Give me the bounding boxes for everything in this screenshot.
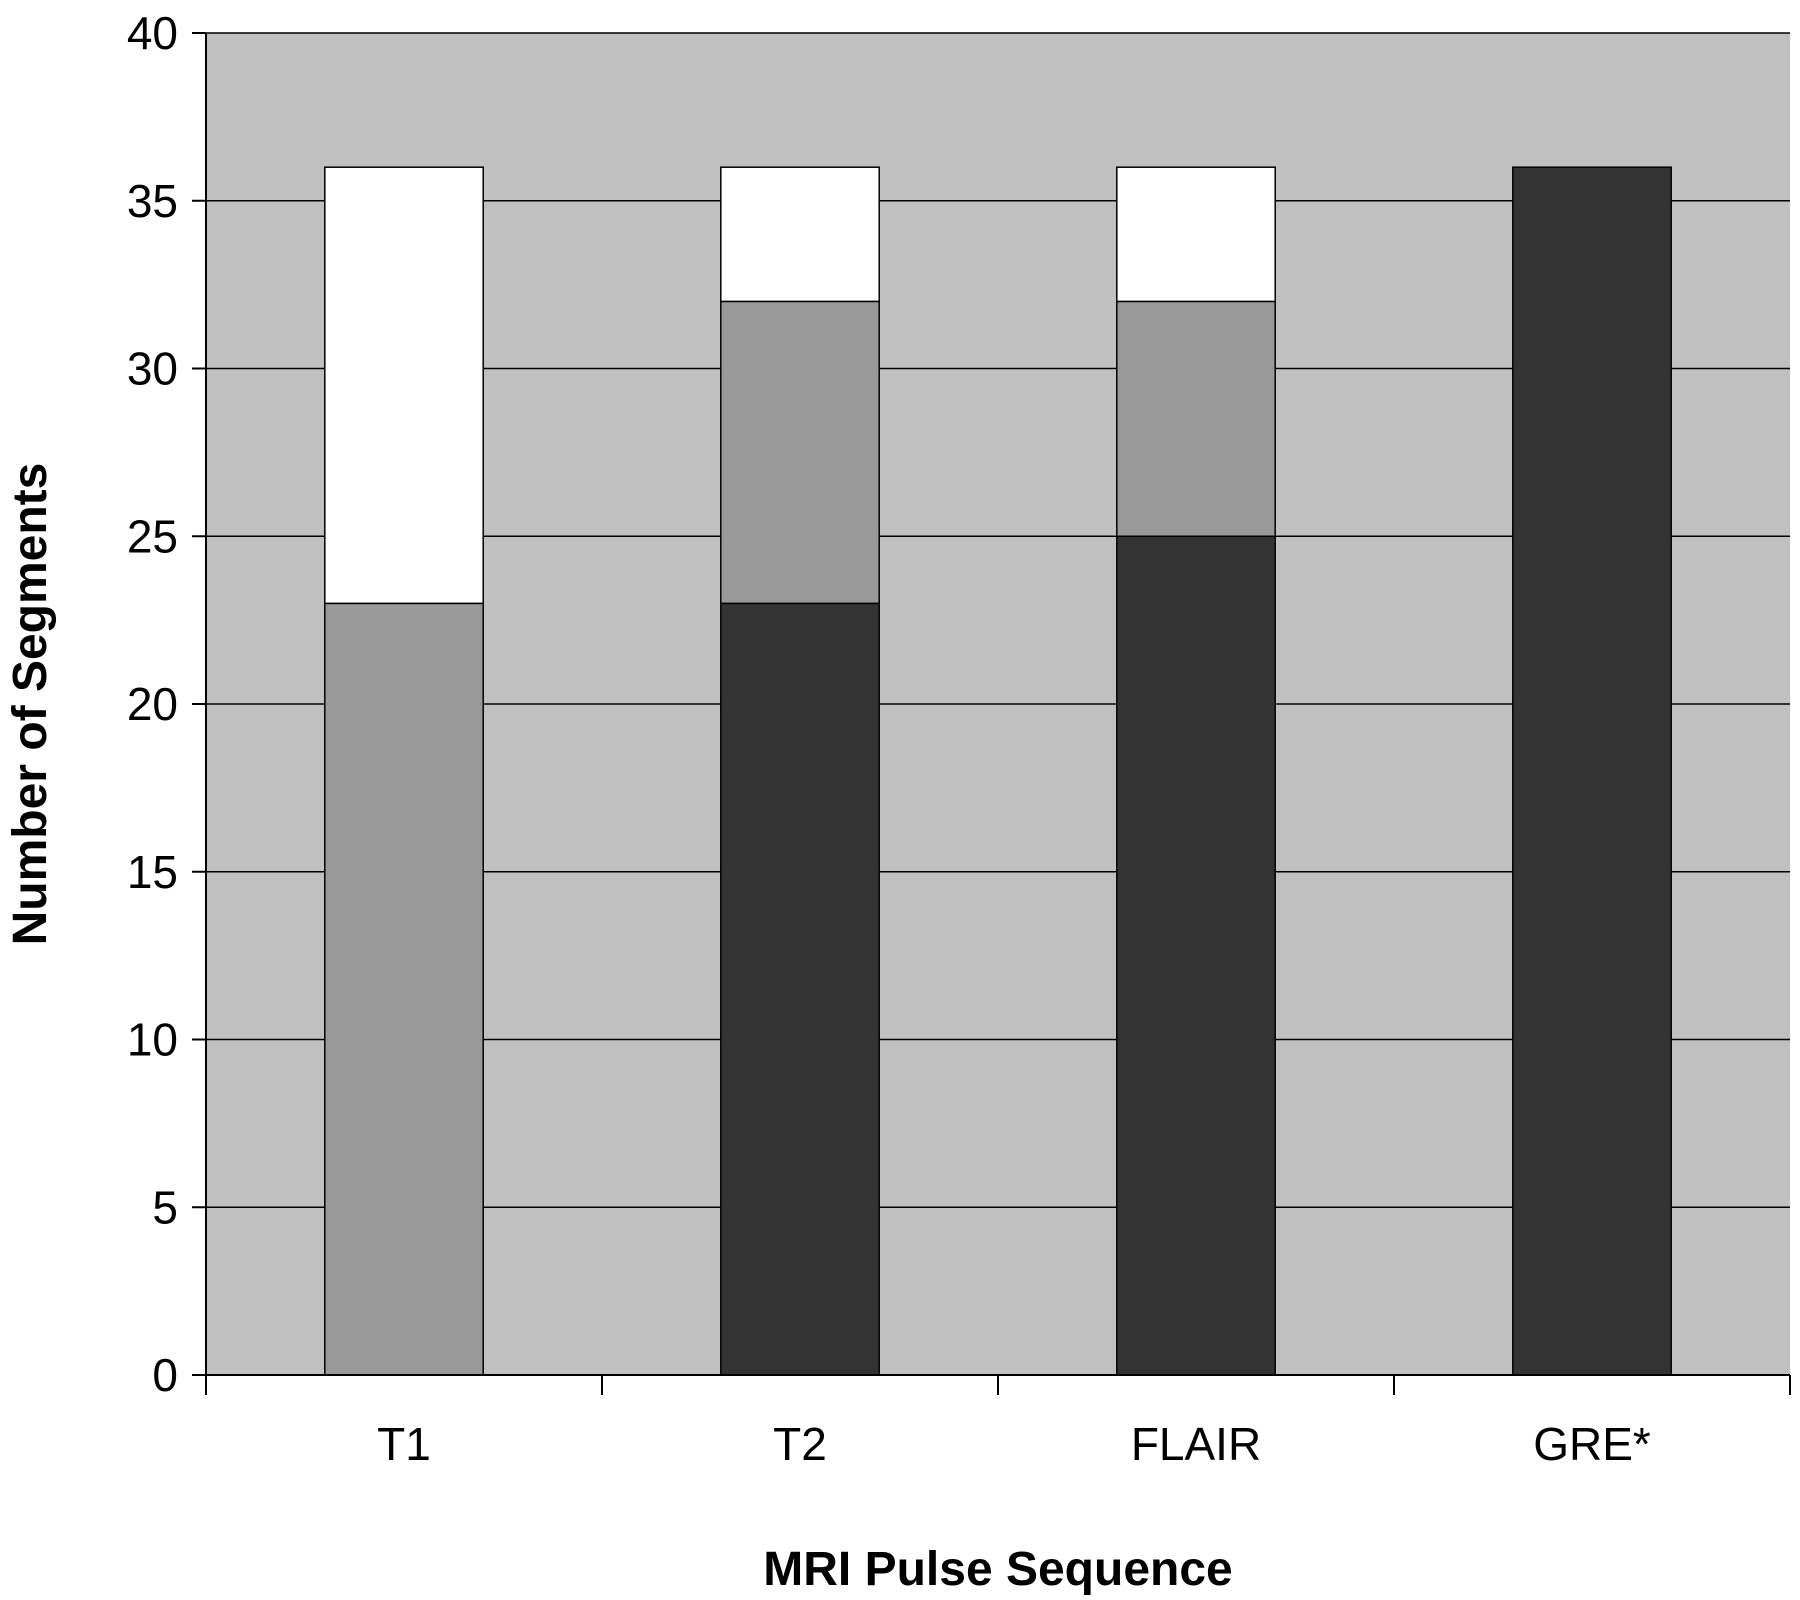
x-tick-label-GRE*: GRE*	[1533, 1418, 1651, 1470]
y-tick-label-15: 15	[127, 846, 178, 898]
bar-FLAIR-segment-1	[1116, 300, 1276, 537]
y-tick-label-35: 35	[127, 175, 178, 227]
bar-T1-segment-2	[324, 166, 484, 605]
y-axis-title: Number of Segments	[4, 463, 57, 946]
bar-GRE*-segment-0	[1512, 166, 1672, 1376]
bars	[324, 166, 1672, 1376]
y-tick-label-20: 20	[127, 678, 178, 730]
x-tick-label-T1: T1	[377, 1418, 431, 1470]
x-tick-label-T2: T2	[773, 1418, 827, 1470]
x-tick-label-FLAIR: FLAIR	[1131, 1418, 1261, 1470]
bar-T2-segment-2	[720, 166, 880, 303]
y-axis-ticks: 0 5 10 15 20 25 30 35 40	[127, 7, 206, 1401]
y-tick-label-40: 40	[127, 7, 178, 59]
x-axis-title: MRI Pulse Sequence	[763, 1543, 1232, 1596]
y-tick-label-0: 0	[152, 1349, 178, 1401]
bar-T2-segment-1	[720, 300, 880, 605]
bar-T1-segment-1	[324, 602, 484, 1376]
bar-FLAIR-segment-0	[1116, 535, 1276, 1376]
y-tick-label-5: 5	[152, 1181, 178, 1233]
x-axis-ticks: T1 T2 FLAIR GRE*	[205, 1375, 1791, 1470]
bar-T2-segment-0	[720, 602, 880, 1376]
y-tick-label-30: 30	[127, 343, 178, 395]
bar-FLAIR-segment-2	[1116, 166, 1276, 303]
y-tick-label-10: 10	[127, 1014, 178, 1066]
y-tick-label-25: 25	[127, 510, 178, 562]
